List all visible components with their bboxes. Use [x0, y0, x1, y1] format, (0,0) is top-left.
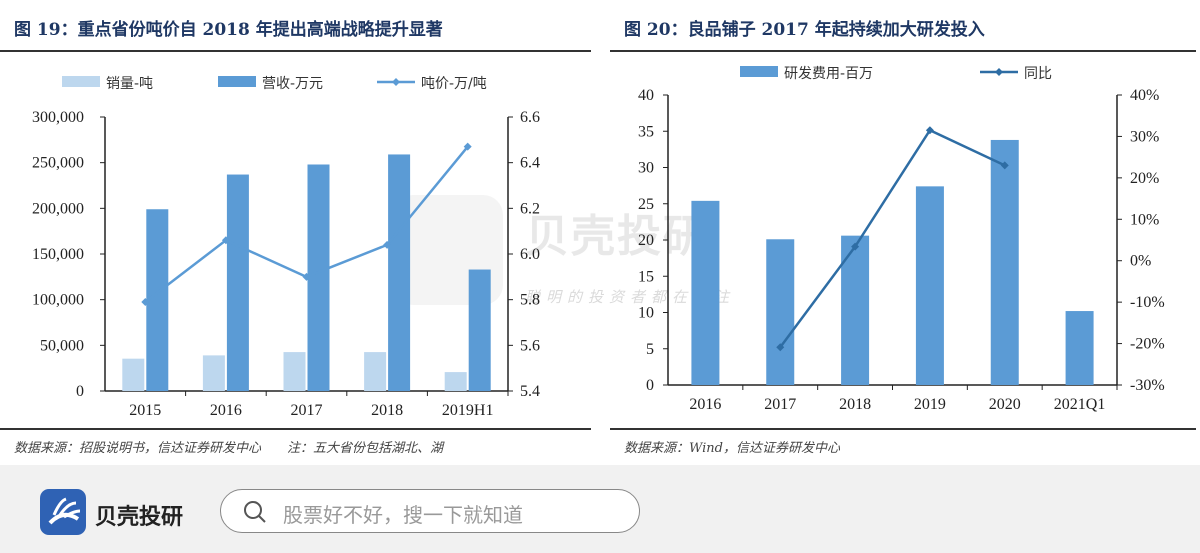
x-tick-label: 2017	[764, 396, 796, 413]
left-tick-label: 300,000	[32, 109, 84, 126]
right-tick-label: 20%	[1130, 170, 1159, 187]
line-point	[776, 343, 785, 352]
chart-19-panel: 图 19：重点省份吨价自 2018 年提出高端战略提升显著 0 50,000 100…	[0, 0, 595, 465]
left-tick-label: 5	[646, 341, 654, 358]
left-tick-label: 15	[638, 268, 654, 285]
bar-2019H1	[468, 269, 491, 391]
bar-2017	[283, 352, 306, 391]
chart-20: 0 5 10 15 20 25 30 35 40 -30% -20% -10% 0% 10% 20% 30% 4…	[638, 66, 1165, 413]
legend-swatch	[740, 66, 778, 77]
line-point	[221, 236, 230, 245]
right-tick-label: 10%	[1130, 211, 1159, 228]
left-tick-label: 50,000	[40, 337, 84, 354]
bar-2017	[307, 164, 330, 391]
legend-marker	[392, 78, 400, 86]
chart-20-panel: 图 20：良品铺子 2017 年起持续加大研发投入 0 5 10 15 20 25 30 35…	[610, 0, 1200, 465]
right-tick-label: 6.4	[520, 155, 540, 172]
footer-bar: 贝壳投研 股票好不好，搜一下就知道	[0, 465, 1200, 553]
chart-title: 图 19：重点省份吨价自 2018 年提出高端战略提升显著	[14, 20, 443, 40]
x-tick-label: 2019H1	[442, 402, 494, 419]
right-tick-label: 40%	[1130, 87, 1159, 104]
left-tick-label: 0	[646, 377, 654, 394]
right-tick-label: 6.2	[520, 200, 540, 217]
left-tick-label: 40	[638, 87, 654, 104]
source-note: 数据来源：Wind，信达证券研发中心	[624, 441, 840, 456]
bar-2019H1	[444, 372, 467, 391]
right-tick-label: -20%	[1130, 336, 1165, 353]
watermark-text: 贝壳投研	[525, 211, 709, 262]
left-tick-label: 35	[638, 123, 654, 140]
bar-2018	[388, 154, 411, 391]
line-point	[463, 142, 472, 151]
legend-swatch	[62, 76, 100, 87]
legend-label: 吨价-万/吨	[421, 76, 487, 92]
legend-label: 同比	[1024, 66, 1052, 82]
chart-title: 图 20：良品铺子 2017 年起持续加大研发投入	[624, 20, 985, 40]
right-tick-label: 5.6	[520, 337, 540, 354]
source-note: 数据来源：招股说明书，信达证券研发中心 注：五大省份包括湖北、湖	[14, 441, 444, 456]
x-tick-label: 2021Q1	[1054, 396, 1106, 413]
bar-2015	[146, 209, 169, 391]
chart-19: 0 50,000 100,000 150,000 200,000 250,000 300,0…	[32, 76, 540, 419]
x-tick-label: 2016	[210, 402, 242, 419]
app-logo-icon[interactable]	[40, 489, 86, 535]
right-tick-label: 5.4	[520, 383, 540, 400]
search-icon	[244, 501, 266, 523]
line-point	[925, 126, 934, 135]
left-tick-label: 100,000	[32, 292, 84, 309]
right-tick-label: -10%	[1130, 294, 1165, 311]
right-tick-label: 6.6	[520, 109, 540, 126]
line-series	[779, 128, 1006, 349]
left-tick-label: 20	[638, 232, 654, 249]
line-point	[141, 297, 150, 306]
search-placeholder: 股票好不好，搜一下就知道	[283, 503, 523, 527]
x-tick-label: 2017	[291, 402, 323, 419]
watermark-slogan: 聪明的投资者都在关注	[525, 288, 736, 306]
bar-2021Q1	[1065, 311, 1094, 385]
right-tick-label: -30%	[1130, 377, 1165, 394]
left-tick-label: 250,000	[32, 155, 84, 172]
left-tick-label: 150,000	[32, 246, 84, 263]
x-tick-label: 2018	[839, 396, 871, 413]
left-tick-label: 25	[638, 196, 654, 213]
right-tick-label: 30%	[1130, 128, 1159, 145]
right-tick-label: 5.8	[520, 292, 540, 309]
left-tick-label: 0	[76, 383, 84, 400]
x-tick-label: 2018	[371, 402, 403, 419]
left-tick-label: 200,000	[32, 200, 84, 217]
title-rule	[0, 50, 591, 52]
right-tick-label: 0%	[1130, 253, 1151, 270]
bar-2019	[915, 186, 944, 385]
search-input[interactable]: 股票好不好，搜一下就知道	[220, 489, 640, 533]
line-point	[851, 242, 860, 251]
legend-label: 销量-吨	[106, 76, 153, 92]
x-tick-label: 2020	[989, 396, 1021, 413]
bar-2016	[691, 200, 720, 385]
x-tick-label: 2016	[689, 396, 721, 413]
bottom-rule	[0, 428, 591, 430]
bottom-rule	[610, 428, 1196, 430]
bar-2015	[122, 358, 145, 391]
x-tick-label: 2015	[129, 402, 161, 419]
bar-2017	[766, 239, 795, 385]
bar-2016	[202, 355, 225, 391]
right-tick-label: 6.0	[520, 246, 540, 263]
bar-2016	[226, 174, 249, 391]
bar-2018	[364, 352, 387, 391]
legend-label: 研发费用-百万	[784, 66, 873, 82]
legend-marker	[995, 68, 1003, 76]
x-tick-label: 2019	[914, 396, 946, 413]
line-point	[383, 240, 392, 249]
line-point	[1000, 161, 1009, 170]
bar-2020	[990, 139, 1019, 385]
line-point	[302, 272, 311, 281]
app-brand: 贝壳投研	[95, 505, 184, 530]
legend-swatch	[218, 76, 256, 87]
legend-label: 营收-万元	[262, 76, 323, 92]
left-tick-label: 30	[638, 160, 654, 177]
title-rule	[610, 50, 1196, 52]
left-tick-label: 10	[638, 305, 654, 322]
